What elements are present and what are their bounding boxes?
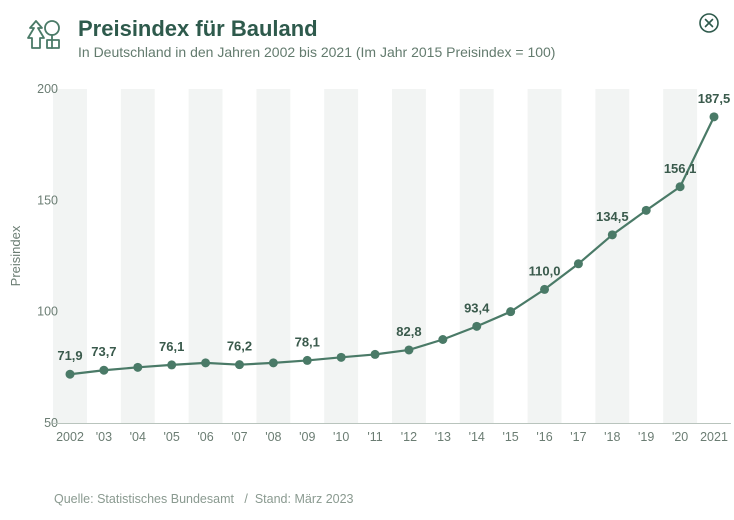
- svg-text:'04: '04: [130, 430, 146, 444]
- svg-text:76,2: 76,2: [227, 339, 252, 354]
- source-text: Statistisches Bundesamt: [97, 492, 234, 506]
- svg-text:93,4: 93,4: [464, 300, 490, 315]
- svg-text:71,9: 71,9: [57, 348, 82, 363]
- svg-text:100: 100: [37, 305, 58, 319]
- tree-house-icon: [24, 18, 64, 63]
- close-button[interactable]: [698, 12, 720, 34]
- chart-title: Preisindex für Bauland: [78, 16, 710, 42]
- svg-text:200: 200: [37, 82, 58, 96]
- svg-text:'20: '20: [672, 430, 688, 444]
- svg-text:73,7: 73,7: [91, 344, 116, 359]
- svg-text:'06: '06: [197, 430, 213, 444]
- chart-area: 50100150200Preisindex2002'03'04'05'06'07…: [0, 71, 734, 481]
- svg-text:'09: '09: [299, 430, 315, 444]
- svg-text:110,0: 110,0: [529, 263, 561, 278]
- source-footer: Quelle: Statistisches Bundesamt / Stand:…: [54, 492, 354, 506]
- svg-text:'17: '17: [570, 430, 586, 444]
- source-label: Quelle:: [54, 492, 94, 506]
- svg-text:'13: '13: [435, 430, 451, 444]
- svg-text:'15: '15: [502, 430, 518, 444]
- date-text: März 2023: [294, 492, 353, 506]
- svg-text:'10: '10: [333, 430, 349, 444]
- date-label: Stand:: [255, 492, 291, 506]
- svg-text:'07: '07: [231, 430, 247, 444]
- svg-text:2021: 2021: [700, 430, 728, 444]
- svg-text:'14: '14: [469, 430, 485, 444]
- chart-subtitle: In Deutschland in den Jahren 2002 bis 20…: [78, 44, 710, 60]
- svg-text:'08: '08: [265, 430, 281, 444]
- svg-text:Preisindex: Preisindex: [8, 225, 23, 286]
- svg-text:156,1: 156,1: [664, 161, 697, 176]
- svg-text:'05: '05: [164, 430, 180, 444]
- svg-text:'03: '03: [96, 430, 112, 444]
- svg-text:76,1: 76,1: [159, 339, 184, 354]
- svg-text:187,5: 187,5: [698, 91, 731, 106]
- svg-text:2002: 2002: [56, 430, 84, 444]
- svg-text:150: 150: [37, 193, 58, 207]
- svg-text:82,8: 82,8: [396, 324, 421, 339]
- svg-text:134,5: 134,5: [596, 209, 629, 224]
- svg-text:'11: '11: [367, 430, 382, 444]
- svg-text:'18: '18: [604, 430, 620, 444]
- svg-text:'19: '19: [638, 430, 654, 444]
- svg-text:'16: '16: [536, 430, 552, 444]
- svg-text:78,1: 78,1: [295, 334, 320, 349]
- svg-text:'12: '12: [401, 430, 417, 444]
